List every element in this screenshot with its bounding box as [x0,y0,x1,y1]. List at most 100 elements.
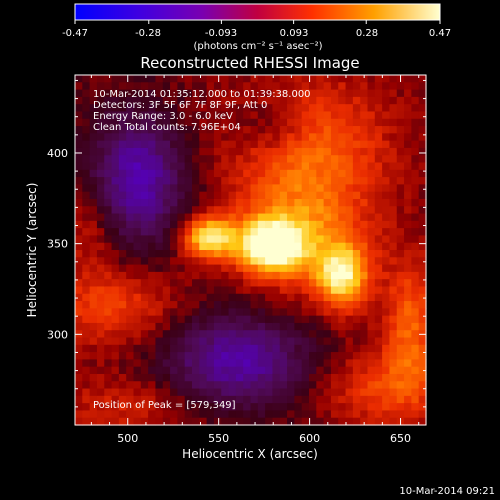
heatmap-cell [374,155,383,164]
heatmap-cell [140,184,149,193]
heatmap-cell [345,322,354,331]
heatmap-cell [235,410,244,419]
heatmap-cell [294,410,303,419]
heatmap-cell [345,140,354,149]
heatmap-cell [184,286,193,295]
heatmap-cell [309,169,317,178]
heatmap-cell [177,286,186,295]
heatmap-cell [352,417,361,426]
heatmap-cell [301,126,310,134]
heatmap-cell [301,359,310,368]
heatmap-cell [89,322,98,331]
heatmap-cell [418,104,427,113]
heatmap-cell [272,242,281,251]
heatmap-cell [104,257,113,266]
heatmap-cell [345,286,354,295]
heatmap-cell [257,126,266,134]
heatmap-cell [294,82,303,91]
heatmap-cell [294,359,303,368]
heatmap-cell [389,111,398,120]
heatmap-cell [199,388,208,397]
heatmap-cell [272,322,281,331]
heatmap-cell [382,198,391,207]
heatmap-cell [118,198,127,207]
heatmap-cell [352,373,361,382]
heatmap-cell [243,242,252,251]
heatmap-cell [89,257,98,266]
heatmap-cell [287,147,295,156]
heatmap-cell [411,271,420,280]
heatmap-cell [126,198,135,207]
heatmap-cell [126,140,135,149]
heatmap-cell [96,315,105,324]
heatmap-cell [257,89,266,98]
heatmap-cell [279,104,288,113]
heatmap-cell [367,191,376,200]
heatmap-cell [221,395,230,404]
heatmap-cell [192,250,200,258]
heatmap-cell [206,169,215,178]
heatmap-cell [162,344,171,353]
heatmap-cell [133,96,142,105]
heatmap-cell [162,257,171,266]
heatmap-cell [82,308,91,317]
heatmap-cell [250,315,259,324]
heatmap-cell [396,104,405,113]
heatmap-cell [170,177,178,185]
heatmap-cell [111,403,120,412]
heatmap-cell [382,308,391,317]
heatmap-cell [243,184,252,193]
heatmap-cell [177,228,186,237]
heatmap-cell [352,359,361,368]
heatmap-cell [170,417,178,426]
heatmap-cell [170,133,178,142]
heatmap-cell [111,198,120,207]
heatmap-cell [192,330,200,339]
heatmap-cell [243,381,252,390]
heatmap-cell [316,133,325,142]
heatmap-cell [221,169,230,178]
heatmap-cell [235,381,244,390]
heatmap-cell [294,286,303,295]
heatmap-cell [199,271,208,280]
heatmap-cell [213,330,222,339]
heatmap-cell [75,337,83,346]
heatmap-cell [177,75,186,83]
heatmap-cell [199,118,208,127]
heatmap-cell [374,264,383,273]
heatmap-cell [323,162,332,171]
heatmap-cell [118,169,127,178]
heatmap-cell [404,352,412,360]
heatmap-cell [199,104,208,113]
heatmap-cell [133,140,142,149]
heatmap-cell [177,147,186,156]
heatmap-cell [192,140,200,149]
heatmap-cell [228,206,237,215]
heatmap-cell [118,337,127,346]
heatmap-cell [374,366,383,375]
heatmap-cell [257,308,266,317]
heatmap-cell [374,330,383,339]
heatmap-cell [82,242,91,251]
heatmap-cell [192,403,200,412]
heatmap-cell [301,242,310,251]
heatmap-cell [250,381,259,390]
heatmap-cell [374,184,383,193]
heatmap-cell [177,410,186,419]
heatmap-cell [309,293,317,302]
heatmap-cell [404,293,412,302]
heatmap-cell [148,213,157,222]
heatmap-cell [338,82,347,91]
heatmap-cell [243,410,252,419]
heatmap-cell [235,373,244,382]
heatmap-cell [396,198,405,207]
heatmap-cell [323,417,332,426]
heatmap-cell [404,126,412,134]
heatmap-cell [213,279,222,288]
heatmap-cell [360,403,369,412]
heatmap-cell [170,242,178,251]
heatmap-cell [133,104,142,113]
heatmap-cell [118,279,127,288]
heatmap-cell [133,250,142,258]
heatmap-cell [192,264,200,273]
